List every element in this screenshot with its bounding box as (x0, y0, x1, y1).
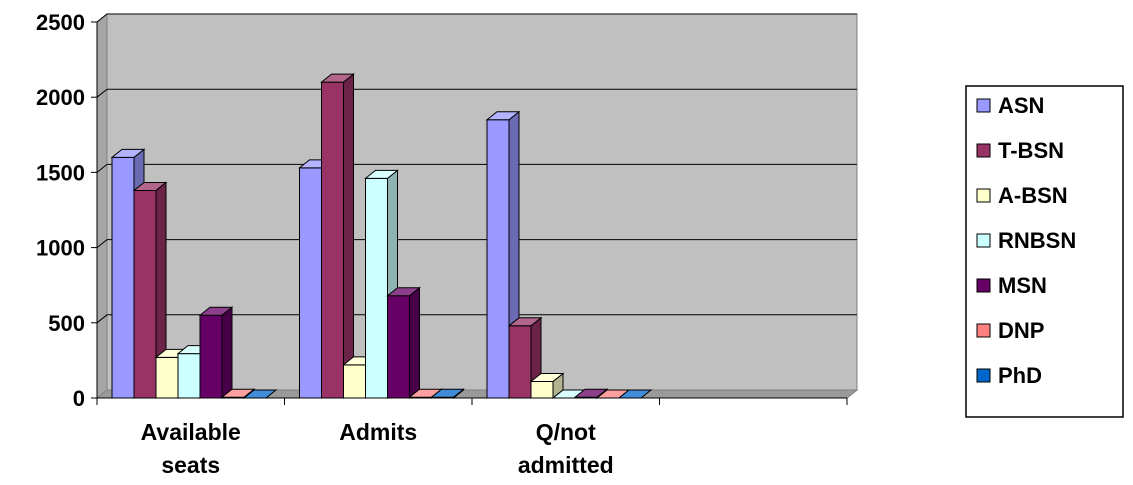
y-axis: 0 500 1000 1500 2000 2500 (36, 10, 98, 411)
y-tick-label: 1000 (36, 236, 85, 261)
gridline (96, 163, 857, 173)
bar-front (530, 380, 554, 399)
gridline (96, 314, 857, 324)
gridline (96, 239, 857, 248)
legend-label: A-BSN (998, 183, 1068, 208)
x-category-label: seats (161, 452, 220, 478)
bar-top (430, 388, 465, 398)
bar (529, 372, 565, 400)
bar-side (409, 286, 420, 400)
bar-side (221, 306, 233, 400)
side-wall (96, 12, 108, 400)
bar-front (343, 364, 366, 399)
legend-swatch (976, 188, 991, 203)
bar-front (177, 353, 201, 399)
x-category-label: Admits (339, 419, 417, 445)
bar-front (508, 325, 532, 399)
y-tick-label: 2500 (36, 10, 85, 35)
legend-label: PhD (998, 363, 1042, 388)
legend-box (965, 85, 1124, 418)
y-tick-label: 2000 (36, 85, 85, 110)
legend-label: DNP (998, 318, 1044, 343)
gridline (96, 13, 857, 23)
y-tick-label: 500 (48, 311, 85, 336)
x-category-label: Q/not (536, 419, 596, 445)
bar-front (133, 189, 157, 399)
legend-label: RNBSN (998, 228, 1076, 253)
x-axis: Available seats Admits Q/not admitted (96, 397, 848, 478)
bar-top (364, 169, 399, 179)
bar-front (387, 295, 410, 399)
legend: ASN T-BSN A-BSN RNBSN MSN DNP PhD (965, 85, 1124, 418)
legend-swatch (976, 278, 991, 293)
gridlines (96, 13, 857, 324)
bar (198, 306, 234, 400)
legend-label: MSN (998, 273, 1047, 298)
legend-label: ASN (998, 93, 1044, 118)
bar-top (320, 73, 355, 83)
bar-front (321, 81, 344, 399)
bar (132, 181, 168, 400)
y-tick-label: 0 (73, 386, 85, 411)
bar-top (529, 372, 565, 382)
bar-front (199, 314, 223, 399)
bar-side (343, 73, 354, 400)
y-tick-label: 1500 (36, 160, 85, 185)
bar-top (132, 181, 168, 191)
bar-top (198, 306, 234, 316)
bar-top (386, 287, 421, 297)
legend-swatch (976, 143, 991, 158)
legend-swatch (976, 98, 991, 113)
bar-top (573, 388, 609, 398)
bar (320, 73, 355, 400)
legend-swatch (976, 323, 991, 338)
bar-top (220, 388, 256, 398)
x-category-label: Available (141, 419, 241, 445)
bar (386, 286, 421, 400)
bar-top (110, 148, 146, 158)
gridline (96, 88, 857, 98)
legend-label: T-BSN (998, 138, 1064, 163)
bar-top (485, 111, 521, 121)
bar-front (155, 356, 179, 399)
bar-front (299, 167, 322, 399)
bars (110, 73, 653, 400)
legend-swatch (976, 233, 991, 248)
bar-top (507, 317, 543, 327)
x-category-label: admitted (518, 452, 614, 478)
legend-swatch (976, 368, 991, 383)
bar-front (486, 119, 510, 399)
bar-front (111, 156, 135, 399)
bar-front (365, 177, 388, 399)
